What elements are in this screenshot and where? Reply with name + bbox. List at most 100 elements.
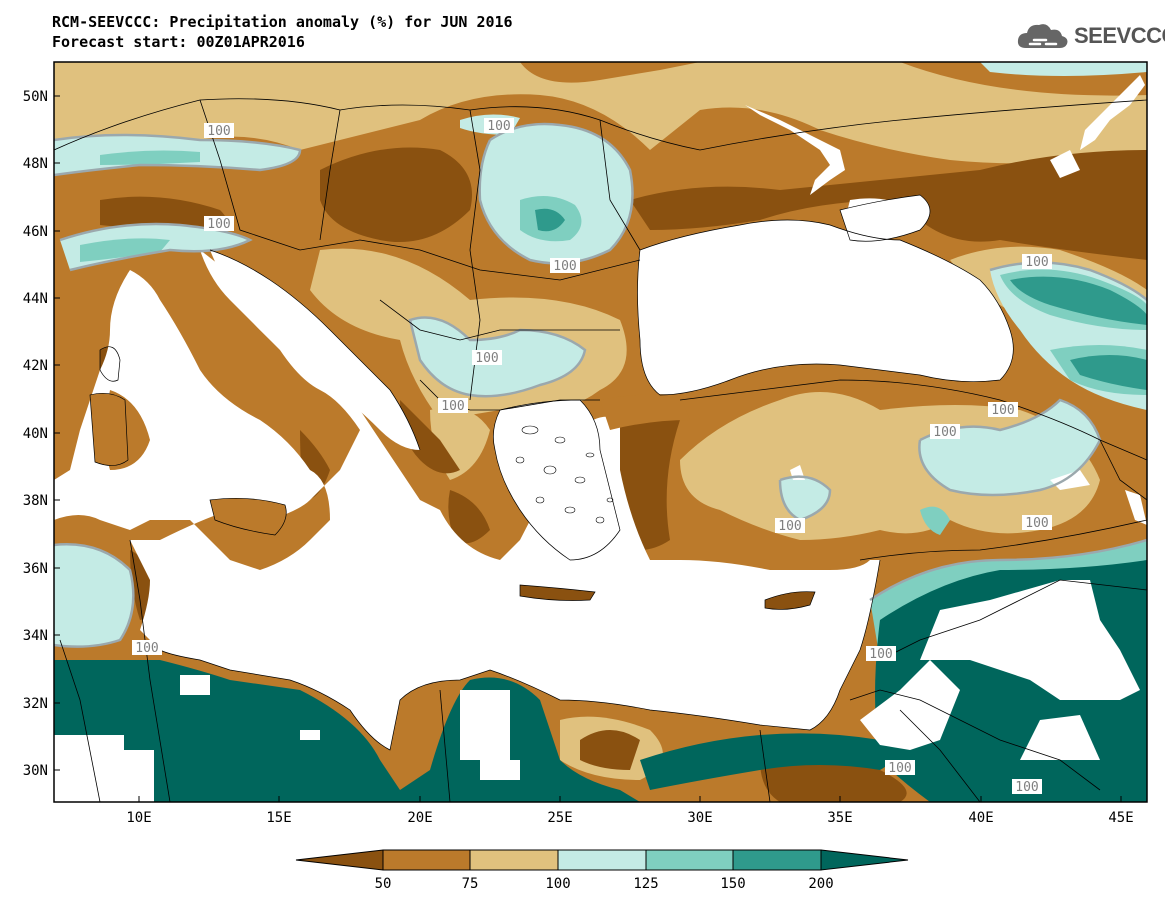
svg-text:100: 100 [778,519,801,534]
svg-text:15E: 15E [266,810,291,826]
field-lightwet-central-turkey [780,476,830,520]
svg-text:100: 100 [1025,255,1048,270]
contour-label: 100 [866,646,896,662]
svg-text:48N: 48N [23,156,48,172]
svg-text:44N: 44N [23,291,48,307]
lon-tick: 10E [126,796,152,826]
lat-tick: 32N [23,696,60,712]
contour-labels: 100 100 100 100 100 100 100 100 100 100 … [132,118,1052,795]
lat-tick: 38N [23,493,60,509]
contour-label: 100 [132,640,162,656]
contour-label: 100 [988,402,1018,418]
sea-areas [54,198,1014,750]
crete [520,585,595,601]
field-lightwet-ne-corner [980,62,1147,76]
legend-swatch-gt200 [820,849,909,871]
field-lightdry-central-europe [54,62,1147,164]
svg-text:30N: 30N [23,763,48,779]
contour-label: 100 [775,518,805,534]
lon-tick: 35E [827,796,853,826]
field-strongwet-georgia [1070,355,1147,390]
contour-label: 100 [204,123,234,139]
legend-label: 50 [375,876,392,892]
svg-text:34N: 34N [23,628,48,644]
map-title: RCM-SEEVCCC: Precipitation anomaly (%) f… [52,13,513,31]
field-dark-peloponnese [448,490,490,544]
lon-tick: 15E [266,796,292,826]
contour-label: 100 [550,258,580,274]
svg-text:20E: 20E [407,810,432,826]
svg-text:40E: 40E [968,810,993,826]
field-dark-hungary [320,147,472,242]
contour-label: 100 [1022,515,1052,531]
legend-label: 150 [720,876,745,892]
adriatic-sea [210,250,420,450]
lat-tick: 42N [23,358,60,374]
lat-tick: 30N [23,763,60,779]
lat-tick: 46N [23,224,60,240]
svg-text:100: 100 [991,403,1014,418]
logo-text: SEEVCCC [1074,23,1165,48]
svg-text:42N: 42N [23,358,48,374]
colorbar-legend: 50 75 100 125 150 200 [295,849,909,892]
field-wet-alps [80,238,170,262]
svg-text:36N: 36N [23,561,48,577]
svg-text:45E: 45E [1108,810,1133,826]
svg-text:32N: 32N [23,696,48,712]
lat-tick: 44N [23,291,60,307]
lat-tick: 36N [23,561,60,577]
aegean-sea [493,400,620,560]
svg-text:100: 100 [888,761,911,776]
contour-label: 100 [484,118,514,134]
svg-text:30E: 30E [687,810,712,826]
missing-data-streaks [745,75,1147,525]
map-frame [53,61,1148,803]
svg-text:100: 100 [553,259,576,274]
svg-text:35E: 35E [827,810,852,826]
svg-text:100: 100 [207,217,230,232]
legend-label: 100 [545,876,570,892]
svg-text:100: 100 [487,119,510,134]
longitude-axis: 10E 15E 20E 25E 30E 35E 40E 45E [126,796,1134,826]
svg-text:46N: 46N [23,224,48,240]
corsica-sardinia [90,393,128,466]
coastlines [89,194,1014,751]
field-extreme-egypt [640,733,890,790]
contour-label: 100 [204,216,234,232]
svg-text:40N: 40N [23,426,48,442]
seevccc-logo: SEEVCCC [1016,20,1165,52]
lon-tick: 20E [407,796,433,826]
svg-text:100: 100 [135,641,158,656]
lon-tick: 40E [968,796,994,826]
svg-text:25E: 25E [547,810,572,826]
legend-swatch-100-125 [557,849,647,871]
contour-label: 100 [1022,254,1052,270]
lat-tick: 50N [23,89,60,105]
map-title-block: RCM-SEEVCCC: Precipitation anomaly (%) f… [52,12,513,52]
legend-swatch-125-150 [645,849,734,871]
svg-text:38N: 38N [23,493,48,509]
legend-swatch-150-200 [732,849,822,871]
black-sea [637,220,1014,395]
sicily [210,498,287,535]
field-strongwet-caucasus [1010,276,1147,325]
field-strongwet-romania [535,208,565,232]
svg-text:100: 100 [1025,516,1048,531]
legend-label: 200 [808,876,833,892]
cloud-icon [1017,24,1068,48]
lat-tick: 34N [23,628,60,644]
legend-swatch-75-100 [469,849,559,871]
field-dark-ukraine [630,150,1147,260]
contour-label: 100 [1012,779,1042,795]
field-dark-balkan-coast [400,400,460,474]
borders [54,98,1147,802]
svg-text:100: 100 [933,425,956,440]
legend-label: 75 [462,876,479,892]
contour-label: 100 [438,398,468,414]
field-dark-egypt-west [580,730,640,770]
field-lightwet-east-turkey [919,400,1100,495]
forecast-start: Forecast start: 00Z01APR2016 [52,33,305,51]
lon-tick: 30E [687,796,713,826]
legend-label: 125 [633,876,658,892]
lat-tick: 40N [23,426,60,442]
